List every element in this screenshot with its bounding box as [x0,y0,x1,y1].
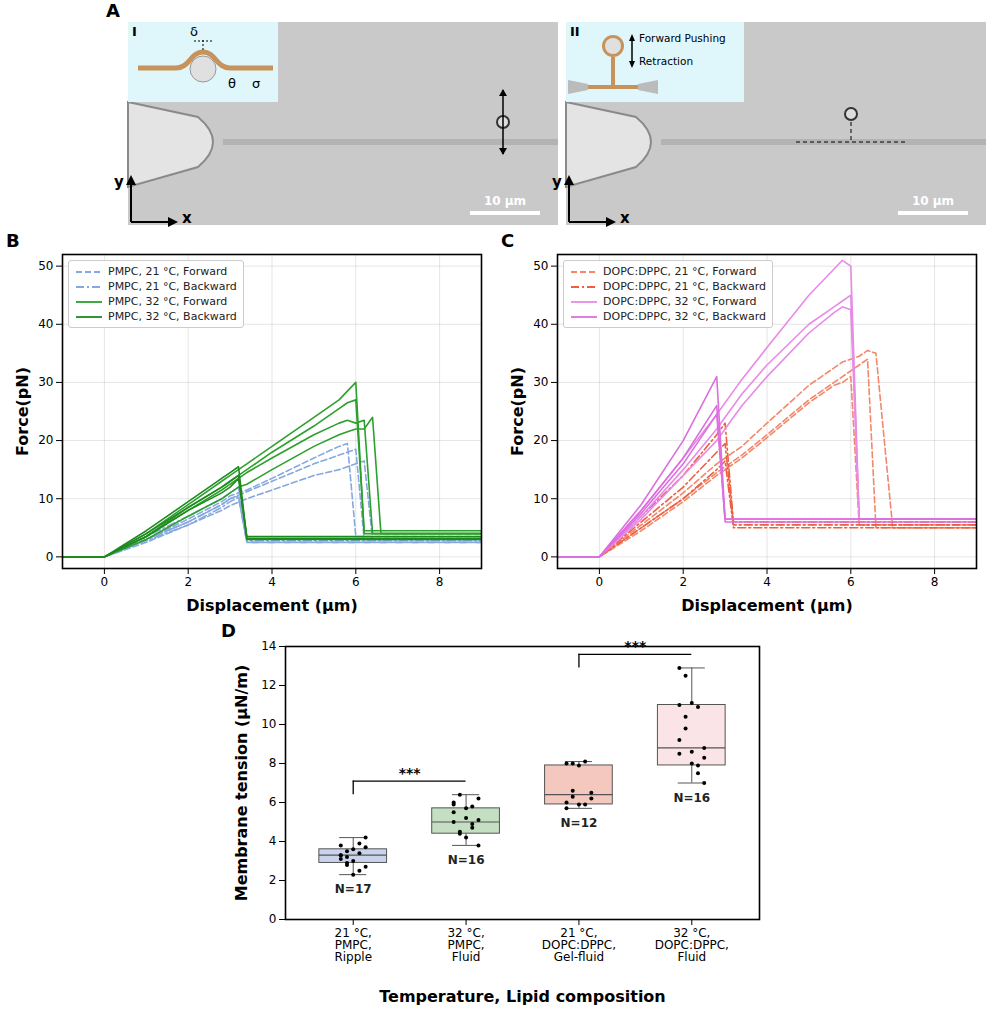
svg-text:Displacement (µm): Displacement (µm) [681,596,853,615]
svg-text:2: 2 [679,575,687,589]
html-text:PMPC, 21 °C, Forward: PMPC, 21 °C, Forward [108,265,228,278]
svg-text:x: x [182,209,192,227]
svg-text:y: y [552,173,562,191]
svg-text:N=17: N=17 [335,882,372,896]
svg-text:δ: δ [190,24,198,39]
svg-text:I: I [132,24,137,39]
svg-text:0: 0 [541,550,549,564]
svg-text:10: 10 [261,717,276,731]
svg-text:x: x [620,209,630,227]
svg-text:21 °C,DOPC:DPPC,Gel-fluid: 21 °C,DOPC:DPPC,Gel-fluid [542,926,616,964]
svg-text:2: 2 [269,873,277,887]
svg-text:30: 30 [533,375,548,389]
svg-text:6: 6 [269,795,277,809]
svg-text:0: 0 [596,575,604,589]
svg-text:8: 8 [269,756,277,770]
svg-text:2: 2 [184,575,192,589]
svg-text:14: 14 [261,639,276,653]
svg-text:4: 4 [763,575,771,589]
svg-text:Force(pN): Force(pN) [13,367,32,456]
svg-text:10 µm: 10 µm [912,194,954,208]
svg-text:12: 12 [261,678,276,692]
svg-text:8: 8 [436,575,444,589]
svg-text:4: 4 [268,575,276,589]
svg-text:0: 0 [269,912,277,926]
svg-text:50: 50 [38,259,53,273]
svg-text:6: 6 [352,575,360,589]
html-text:C: C [501,230,515,251]
svg-text:10 µm: 10 µm [484,194,526,208]
html-text:PMPC, 32 °C, Backward: PMPC, 32 °C, Backward [108,310,237,323]
svg-text:Retraction: Retraction [639,55,693,67]
svg-text:20: 20 [533,433,548,447]
svg-text:***: *** [399,765,422,781]
svg-text:σ: σ [252,76,260,91]
html-text:PMPC, 21 °C, Backward: PMPC, 21 °C, Backward [108,280,237,293]
svg-text:Displacement (µm): Displacement (µm) [186,596,358,615]
svg-text:32 °C,PMPC,Fluid: 32 °C,PMPC,Fluid [447,926,484,964]
svg-text:50: 50 [533,259,548,273]
svg-text:8: 8 [931,575,939,589]
html-text:DOPC:DPPC, 32 °C, Backward: DOPC:DPPC, 32 °C, Backward [603,310,766,323]
svg-text:40: 40 [38,317,53,331]
svg-text:N=16: N=16 [448,853,485,867]
svg-text:21 °C,PMPC,Ripple: 21 °C,PMPC,Ripple [334,926,372,964]
svg-text:Temperature, Lipid composition: Temperature, Lipid composition [379,987,666,1006]
html-text:PMPC, 32 °C, Forward: PMPC, 32 °C, Forward [108,295,228,308]
html-text:B: B [6,230,20,251]
svg-text:Forward Pushing: Forward Pushing [639,32,726,44]
svg-text:6: 6 [847,575,855,589]
svg-text:Force(pN): Force(pN) [508,367,527,456]
svg-text:N=12: N=12 [561,816,598,830]
svg-text:A: A [106,0,120,21]
html-text:DOPC:DPPC, 21 °C, Backward: DOPC:DPPC, 21 °C, Backward [603,280,766,293]
svg-text:0: 0 [101,575,109,589]
svg-text:y: y [114,173,124,191]
html-text:D: D [221,620,236,641]
svg-text:Membrane tension (µN/m): Membrane tension (µN/m) [232,665,251,902]
svg-text:30: 30 [38,375,53,389]
html-text:DOPC:DPPC, 21 °C, Forward: DOPC:DPPC, 21 °C, Forward [603,265,757,278]
svg-text:10: 10 [38,492,53,506]
html-text:DOPC:DPPC, 32 °C, Forward: DOPC:DPPC, 32 °C, Forward [603,295,757,308]
svg-text:0: 0 [46,550,54,564]
svg-text:20: 20 [38,433,53,447]
svg-text:θ: θ [228,76,236,91]
svg-text:10: 10 [533,492,548,506]
svg-text:4: 4 [269,834,277,848]
svg-text:40: 40 [533,317,548,331]
svg-text:32 °C,DOPC:DPPC,Fluid: 32 °C,DOPC:DPPC,Fluid [655,926,729,964]
svg-text:N=16: N=16 [673,791,710,805]
svg-text:II: II [570,24,580,39]
